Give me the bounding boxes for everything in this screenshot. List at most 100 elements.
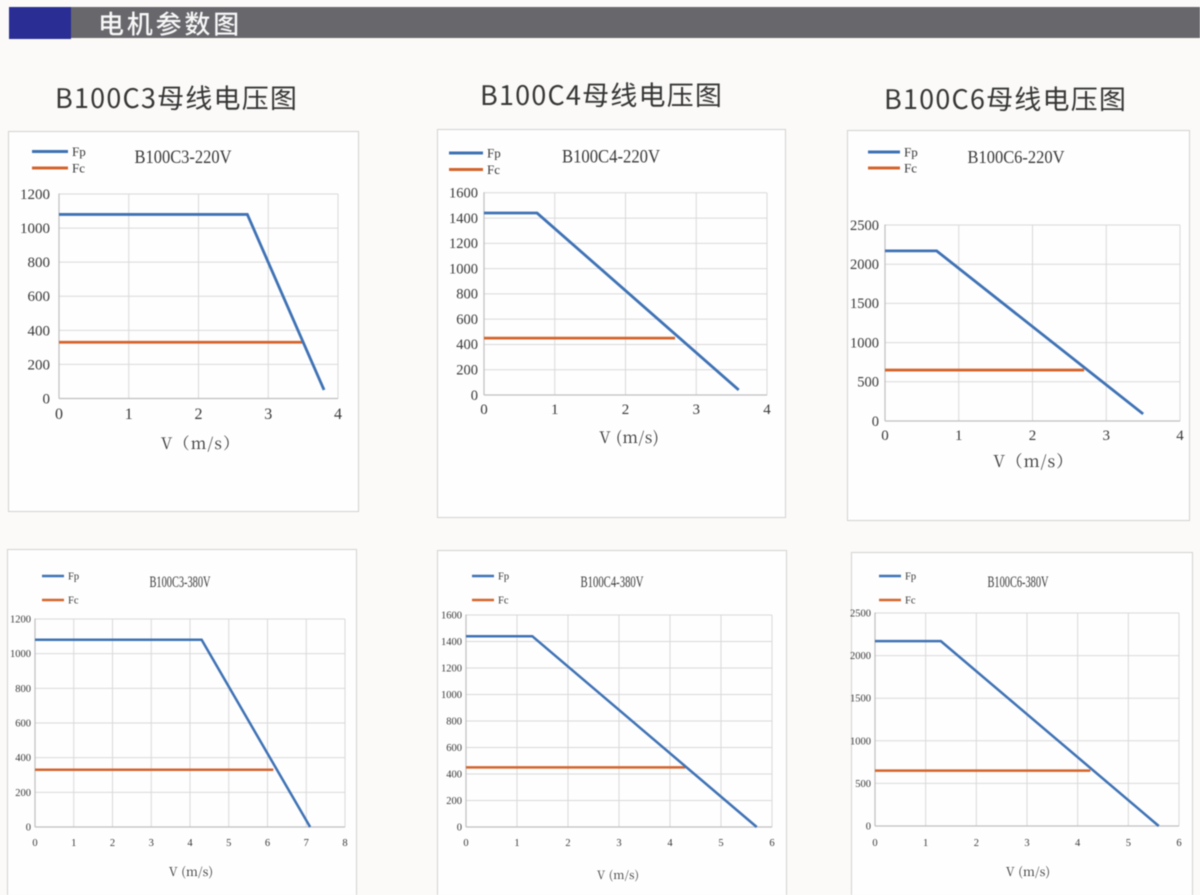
svg-text:1: 1 bbox=[514, 838, 519, 849]
svg-text:200: 200 bbox=[28, 357, 51, 373]
svg-text:5: 5 bbox=[718, 838, 723, 849]
svg-text:2000: 2000 bbox=[850, 651, 871, 662]
svg-text:1500: 1500 bbox=[850, 694, 871, 705]
svg-text:Fp: Fp bbox=[487, 145, 501, 160]
svg-text:Fc: Fc bbox=[72, 160, 85, 175]
svg-text:1200: 1200 bbox=[10, 614, 31, 625]
svg-text:1000: 1000 bbox=[10, 649, 31, 660]
svg-text:2500: 2500 bbox=[850, 608, 871, 619]
svg-text:2: 2 bbox=[622, 402, 630, 418]
svg-text:5: 5 bbox=[1126, 838, 1131, 849]
svg-text:B100C6-380V: B100C6-380V bbox=[988, 574, 1049, 591]
svg-text:800: 800 bbox=[28, 255, 51, 271]
svg-text:3: 3 bbox=[1103, 428, 1111, 444]
svg-text:400: 400 bbox=[456, 337, 478, 353]
svg-text:2: 2 bbox=[110, 838, 115, 849]
svg-text:B100C4-380V: B100C4-380V bbox=[581, 574, 644, 591]
svg-text:5: 5 bbox=[226, 838, 231, 849]
svg-text:4: 4 bbox=[763, 402, 771, 418]
svg-text:1400: 1400 bbox=[449, 211, 478, 227]
svg-text:1000: 1000 bbox=[850, 335, 879, 351]
svg-text:4: 4 bbox=[334, 406, 342, 423]
svg-text:2: 2 bbox=[1029, 428, 1037, 444]
svg-text:1500: 1500 bbox=[850, 296, 879, 312]
svg-text:Fp: Fp bbox=[72, 144, 86, 159]
svg-text:Fp: Fp bbox=[904, 144, 918, 159]
svg-text:0: 0 bbox=[463, 838, 468, 849]
svg-text:1000: 1000 bbox=[441, 690, 462, 701]
svg-text:4: 4 bbox=[187, 838, 193, 849]
svg-text:2000: 2000 bbox=[850, 257, 879, 273]
svg-text:Fp: Fp bbox=[498, 572, 509, 583]
svg-text:1000: 1000 bbox=[20, 221, 50, 237]
svg-text:3: 3 bbox=[616, 838, 621, 849]
svg-text:0: 0 bbox=[26, 822, 31, 833]
svg-text:B100C4-220V: B100C4-220V bbox=[562, 147, 660, 168]
svg-text:0: 0 bbox=[866, 821, 871, 832]
svg-text:1: 1 bbox=[923, 838, 928, 849]
svg-text:500: 500 bbox=[857, 375, 879, 391]
svg-text:0: 0 bbox=[55, 406, 63, 423]
svg-text:6: 6 bbox=[769, 838, 774, 849]
svg-text:8: 8 bbox=[342, 838, 347, 849]
svg-text:1200: 1200 bbox=[441, 663, 462, 674]
svg-text:6: 6 bbox=[265, 838, 270, 849]
svg-text:2: 2 bbox=[565, 838, 570, 849]
svg-text:B100C3-220V: B100C3-220V bbox=[135, 147, 232, 168]
svg-text:Fc: Fc bbox=[498, 596, 509, 607]
svg-text:600: 600 bbox=[28, 289, 51, 305]
svg-text:3: 3 bbox=[264, 406, 272, 423]
svg-text:1: 1 bbox=[955, 428, 963, 444]
svg-text:3: 3 bbox=[693, 402, 701, 418]
svg-text:Fc: Fc bbox=[904, 160, 917, 175]
svg-text:1000: 1000 bbox=[449, 261, 478, 277]
svg-text:4: 4 bbox=[1075, 838, 1081, 849]
svg-text:800: 800 bbox=[446, 716, 462, 727]
svg-text:Fc: Fc bbox=[68, 596, 79, 607]
svg-text:Fp: Fp bbox=[905, 572, 916, 583]
svg-text:500: 500 bbox=[855, 779, 871, 790]
svg-text:Fp: Fp bbox=[68, 572, 79, 583]
svg-text:400: 400 bbox=[28, 323, 51, 339]
svg-text:1: 1 bbox=[125, 406, 133, 423]
svg-text:800: 800 bbox=[456, 287, 478, 303]
svg-text:1: 1 bbox=[71, 838, 76, 849]
svg-text:600: 600 bbox=[456, 312, 478, 328]
svg-text:600: 600 bbox=[446, 743, 462, 754]
svg-text:1600: 1600 bbox=[449, 186, 478, 202]
svg-text:1000: 1000 bbox=[850, 736, 871, 747]
svg-text:200: 200 bbox=[446, 796, 462, 807]
svg-text:Fc: Fc bbox=[905, 596, 916, 607]
svg-text:0: 0 bbox=[43, 391, 51, 407]
svg-text:7: 7 bbox=[304, 838, 309, 849]
svg-text:0: 0 bbox=[32, 838, 37, 849]
svg-text:Fc: Fc bbox=[487, 162, 500, 177]
svg-text:2500: 2500 bbox=[850, 218, 879, 234]
svg-text:2: 2 bbox=[974, 838, 979, 849]
svg-text:4: 4 bbox=[667, 838, 673, 849]
svg-text:1200: 1200 bbox=[449, 236, 478, 252]
svg-text:600: 600 bbox=[15, 718, 31, 729]
svg-text:0: 0 bbox=[881, 428, 889, 444]
svg-text:0: 0 bbox=[471, 388, 478, 404]
svg-text:6: 6 bbox=[1176, 838, 1181, 849]
svg-text:1200: 1200 bbox=[20, 187, 50, 203]
svg-text:B100C6-220V: B100C6-220V bbox=[968, 147, 1065, 167]
svg-text:400: 400 bbox=[446, 769, 462, 780]
svg-text:1400: 1400 bbox=[441, 637, 462, 648]
svg-text:2: 2 bbox=[195, 406, 203, 423]
svg-text:400: 400 bbox=[15, 753, 31, 764]
svg-text:0: 0 bbox=[872, 414, 879, 430]
svg-text:200: 200 bbox=[15, 788, 31, 799]
svg-text:3: 3 bbox=[149, 838, 154, 849]
svg-text:3: 3 bbox=[1024, 838, 1029, 849]
svg-text:1: 1 bbox=[551, 402, 559, 418]
svg-text:0: 0 bbox=[872, 838, 877, 849]
svg-text:4: 4 bbox=[1176, 428, 1184, 444]
svg-text:1600: 1600 bbox=[441, 610, 462, 621]
svg-text:0: 0 bbox=[457, 822, 462, 833]
svg-text:800: 800 bbox=[15, 684, 31, 695]
svg-text:0: 0 bbox=[480, 402, 488, 418]
svg-text:B100C3-380V: B100C3-380V bbox=[150, 574, 211, 591]
svg-text:200: 200 bbox=[456, 363, 478, 379]
